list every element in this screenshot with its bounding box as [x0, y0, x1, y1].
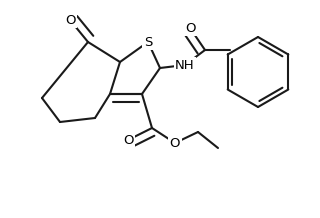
- Text: O: O: [170, 136, 180, 150]
- Text: O: O: [123, 133, 133, 146]
- Text: O: O: [65, 14, 75, 27]
- Text: S: S: [144, 36, 152, 48]
- Text: NH: NH: [175, 58, 195, 72]
- Text: O: O: [185, 22, 195, 34]
